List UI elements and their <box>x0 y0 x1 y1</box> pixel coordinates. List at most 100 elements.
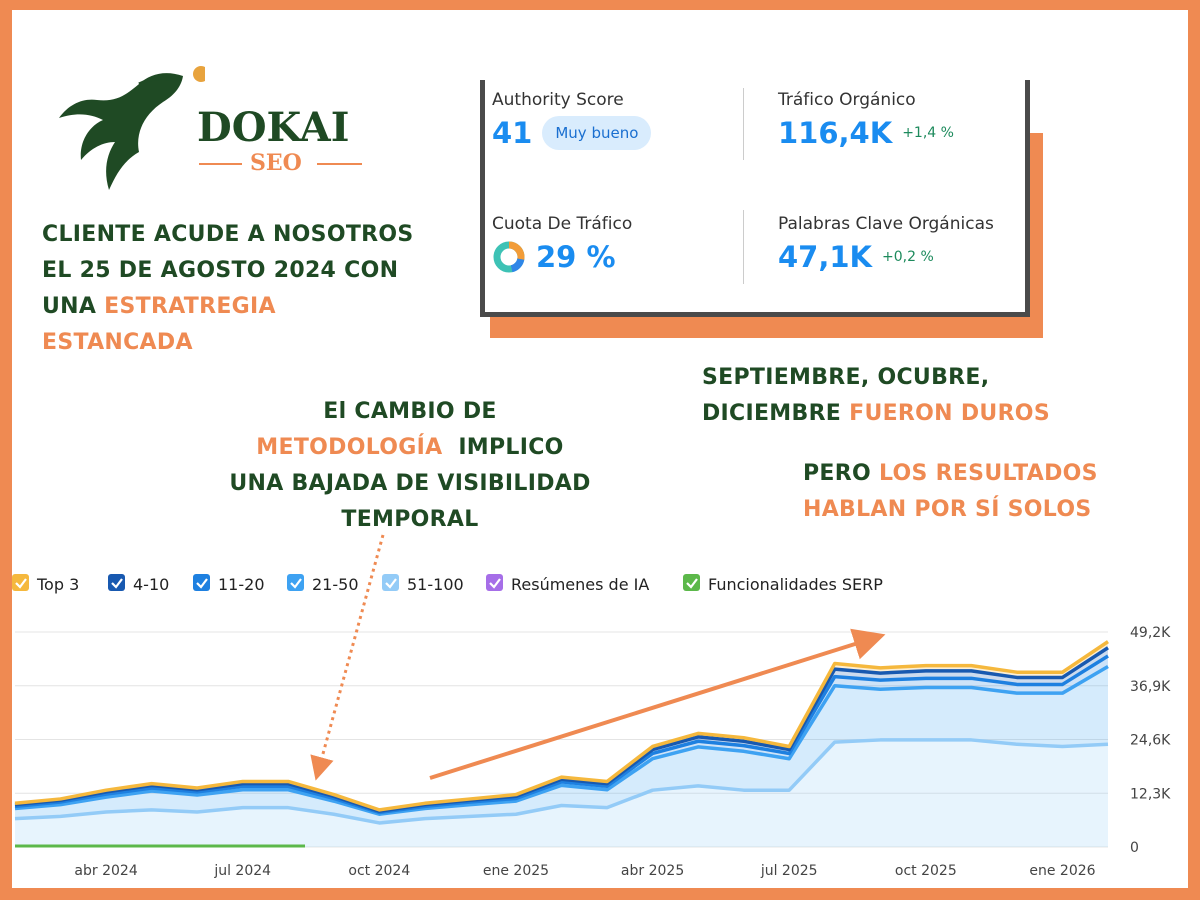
legend-check <box>686 578 698 589</box>
text: TEMPORAL <box>341 507 479 532</box>
x-tick-label: abr 2025 <box>621 863 684 879</box>
series-line <box>14 665 1109 816</box>
legend-checkbox <box>108 574 125 591</box>
area-fill <box>15 666 1108 823</box>
text: UNA <box>42 294 105 319</box>
logo-rule <box>199 163 362 165</box>
annotation: PERO LOS RESULTADOS HABLAN POR SÍ SOLOS <box>803 456 1098 528</box>
legend-checkbox <box>382 574 399 591</box>
series-line <box>14 738 1109 825</box>
legend-label: 4-10 <box>133 575 169 594</box>
legend-check <box>196 578 208 589</box>
text: CLIENTE ACUDE A NOSOTROS <box>42 222 414 247</box>
legend-checkbox <box>486 574 503 591</box>
x-tick-label: oct 2024 <box>348 863 410 879</box>
legend-label: 21-50 <box>312 575 359 594</box>
x-tick-label: abr 2024 <box>74 863 137 879</box>
highlight-text: METODOLOGÍA <box>256 435 443 460</box>
legend-checkbox <box>683 574 700 591</box>
metric-value: 116,4K <box>778 116 893 150</box>
y-tick-label: 49,2K <box>1130 625 1171 641</box>
text-line: CLIENTE ACUDE A NOSOTROS <box>42 217 414 253</box>
legend-checkbox <box>287 574 304 591</box>
highlight-text: ESTANCADA <box>42 330 193 355</box>
legend-checkbox <box>193 574 210 591</box>
metric: Palabras Clave Orgánicas 47,1K +0,2 % <box>778 214 994 274</box>
x-tick-label: oct 2025 <box>895 863 957 879</box>
text-line: SEPTIEMBRE, OCUBRE, <box>702 360 1050 396</box>
text-line: ESTANCADA <box>42 325 414 361</box>
y-tick-label: 24,6K <box>1130 733 1171 749</box>
metric: Authority Score 41 Muy bueno <box>492 90 652 150</box>
legend-checkbox <box>12 574 29 591</box>
x-tick-label: ene 2026 <box>1029 863 1095 879</box>
text: IMPLICO <box>442 435 564 460</box>
text-line: TEMPORAL <box>215 502 605 538</box>
legend-check <box>489 578 501 589</box>
divider <box>743 88 744 160</box>
x-tick-label: ene 2025 <box>483 863 549 879</box>
logo-sub: SEO <box>250 150 302 176</box>
arrow <box>310 534 385 781</box>
metric-change: +0,2 % <box>882 249 934 265</box>
legend-check <box>111 578 123 589</box>
metric-label: Tráfico Orgánico <box>778 90 916 110</box>
text-line: DICIEMBRE FUERON DUROS <box>702 396 1050 432</box>
text: DICIEMBRE <box>702 401 850 426</box>
legend-label: Resúmenes de IA <box>511 575 649 594</box>
text-line: UNA ESTRATREGIA <box>42 289 414 325</box>
text-line: UNA BAJADA DE VISIBILIDAD <box>215 466 605 502</box>
metric-change: +1,4 % <box>902 125 954 141</box>
y-tick-label: 0 <box>1130 840 1139 856</box>
metric: Tráfico Orgánico 116,4K +1,4 % <box>778 90 954 150</box>
series-line <box>14 640 1109 812</box>
text: El CAMBIO DE <box>323 399 497 424</box>
metrics-card: Authority Score 41 Muy bueno Tráfico Orgá… <box>480 80 1030 317</box>
y-tick-label: 12,3K <box>1130 786 1171 802</box>
text-line: HABLAN POR SÍ SOLOS <box>803 492 1098 528</box>
divider <box>743 210 744 284</box>
x-tick-label: jul 2025 <box>760 863 818 879</box>
plot: 0 12,3K 24,6K 36,9K 49,2K abr 2024 jul 2024 oct… <box>12 574 1171 879</box>
legend-check <box>15 578 27 589</box>
highlight-text: ESTRATREGIA <box>104 294 276 319</box>
metric-label: Palabras Clave Orgánicas <box>778 214 994 234</box>
text: EL 25 DE AGOSTO 2024 CON <box>42 258 399 283</box>
y-tick-label: 36,9K <box>1130 679 1171 695</box>
text-line: PERO LOS RESULTADOS <box>803 456 1098 492</box>
metric-value: 47,1K <box>778 240 873 274</box>
highlight-text: LOS RESULTADOS <box>878 461 1098 486</box>
arrow <box>429 628 886 780</box>
metric: Cuota De Tráfico 29 % <box>492 214 632 274</box>
metric-value: 29 % <box>536 240 616 274</box>
highlight-text: HABLAN POR SÍ SOLOS <box>803 497 1092 522</box>
headline: CLIENTE ACUDE A NOSOTROS EL 25 DE AGOSTO … <box>42 217 414 361</box>
area-fill <box>15 739 1108 847</box>
metric-value: 41 <box>492 116 533 150</box>
legend-label: 51-100 <box>407 575 464 594</box>
legend-label: 11-20 <box>218 575 265 594</box>
donut-icon <box>493 241 525 273</box>
legend-label: Top 3 <box>36 575 79 594</box>
legend-label: Funcionalidades SERP <box>708 575 883 594</box>
text: UNA BAJADA DE VISIBILIDAD <box>229 471 591 496</box>
metric-badge: Muy bueno <box>542 116 652 150</box>
metric-label: Authority Score <box>492 90 624 110</box>
text: SEPTIEMBRE, OCUBRE, <box>702 365 990 390</box>
logo-name: DOKAI <box>197 104 350 151</box>
annotation: El CAMBIO DE METODOLOGÍA IMPLICO UNA BAJAD… <box>215 394 605 538</box>
x-tick-label: jul 2024 <box>213 863 271 879</box>
logo-dragon <box>59 66 205 190</box>
text-line: El CAMBIO DE <box>215 394 605 430</box>
metric-label: Cuota De Tráfico <box>492 214 633 234</box>
legend-check <box>385 578 397 589</box>
text-line: METODOLOGÍA IMPLICO <box>215 430 605 466</box>
text-line: EL 25 DE AGOSTO 2024 CON <box>42 253 414 289</box>
annotation: SEPTIEMBRE, OCUBRE, DICIEMBRE FUERON DURO… <box>702 360 1050 432</box>
legend-check <box>290 578 302 589</box>
series-line <box>14 654 1109 815</box>
highlight-text: FUERON DUROS <box>849 401 1050 426</box>
text: PERO <box>803 461 879 486</box>
